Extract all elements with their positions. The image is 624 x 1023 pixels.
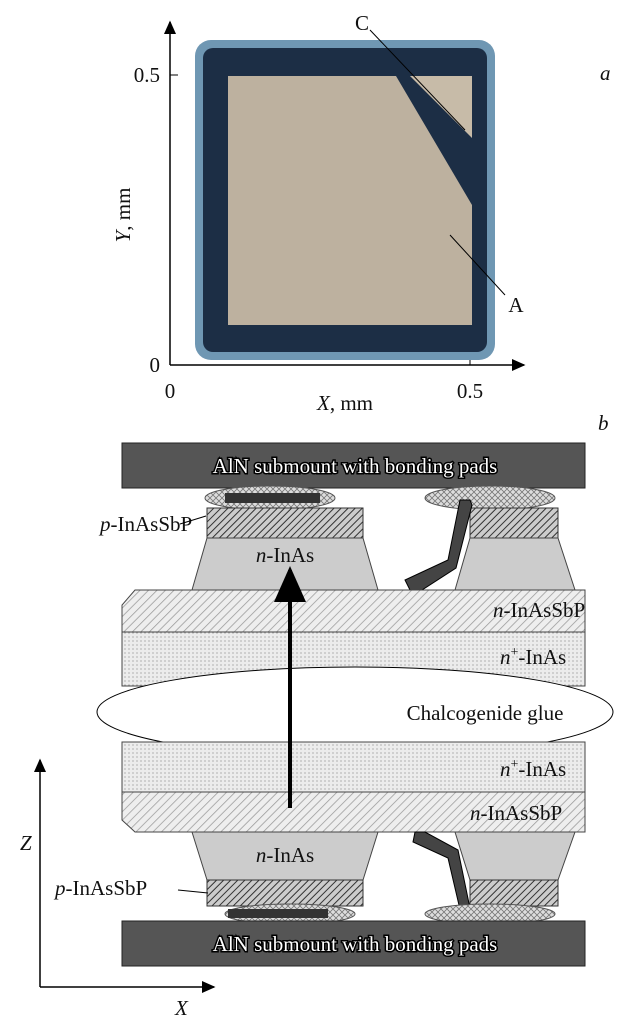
submount-label: AlN submount with bonding pads [213,454,498,478]
contact [228,909,328,918]
panel-label: a [600,61,611,85]
layer-label: n+-InAs [500,757,566,781]
prefix: n [256,543,267,567]
prefix: p [53,876,66,900]
rest: -InAsSbP [504,598,586,622]
x-tick: 0 [165,379,176,403]
layer-label: p-InAsSbP [98,512,192,536]
leader [178,890,208,893]
axis-label: Z [20,831,32,855]
axis-label: X [174,996,189,1020]
prefix: n [500,757,511,781]
prefix: n [256,843,267,867]
layer-label: n-InAsSbP [493,598,585,622]
rest: -InAsSbP [111,512,193,536]
label: Chalcogenide glue [407,701,564,725]
layer-label: n-InAs [256,843,314,867]
rest: -InAs [266,543,314,567]
panel-a: C A 0 0.5 0 0.5 X, mm Y, mm a [111,11,611,415]
y-tick: 0 [150,353,161,377]
layer-label: n-InAs [256,543,314,567]
y-tick: 0.5 [134,63,160,87]
bond [425,486,555,510]
contact [225,493,320,503]
prefix: p [98,512,111,536]
sup: + [511,645,519,660]
figure: C A 0 0.5 0 0.5 X, mm Y, mm a b AlN subm… [0,0,624,1023]
rest: -InAsSbP [66,876,148,900]
n-inas [455,832,575,880]
prefix: n [493,598,504,622]
callout: A [508,293,524,317]
unit: , mm [111,188,135,231]
n-inas [455,538,575,590]
p-layer [207,880,363,906]
rest: -InAsSbP [481,801,563,825]
x-axis-label: X, mm [316,391,373,415]
prefix: n [500,645,511,669]
rest: -InAs [518,645,566,669]
panel-label: b [598,411,609,435]
var: X [316,391,331,415]
layer-label: n+-InAs [500,645,566,669]
callout: C [355,11,369,35]
layer-label: n-InAsSbP [470,801,562,825]
p-layer [207,508,363,538]
p-layer [470,880,558,906]
x-tick: 0.5 [457,379,483,403]
prefix: n [470,801,481,825]
y-axis-label: Y, mm [111,188,135,243]
panel-b: b AlN submount with bonding pads Chalcog… [20,411,613,1020]
rest: -InAs [518,757,566,781]
sup: + [511,757,519,772]
unit: , mm [330,391,373,415]
layer-label: p-InAsSbP [53,876,147,900]
submount-label: AlN submount with bonding pads [213,932,498,956]
rest: -InAs [266,843,314,867]
p-layer [470,508,558,538]
